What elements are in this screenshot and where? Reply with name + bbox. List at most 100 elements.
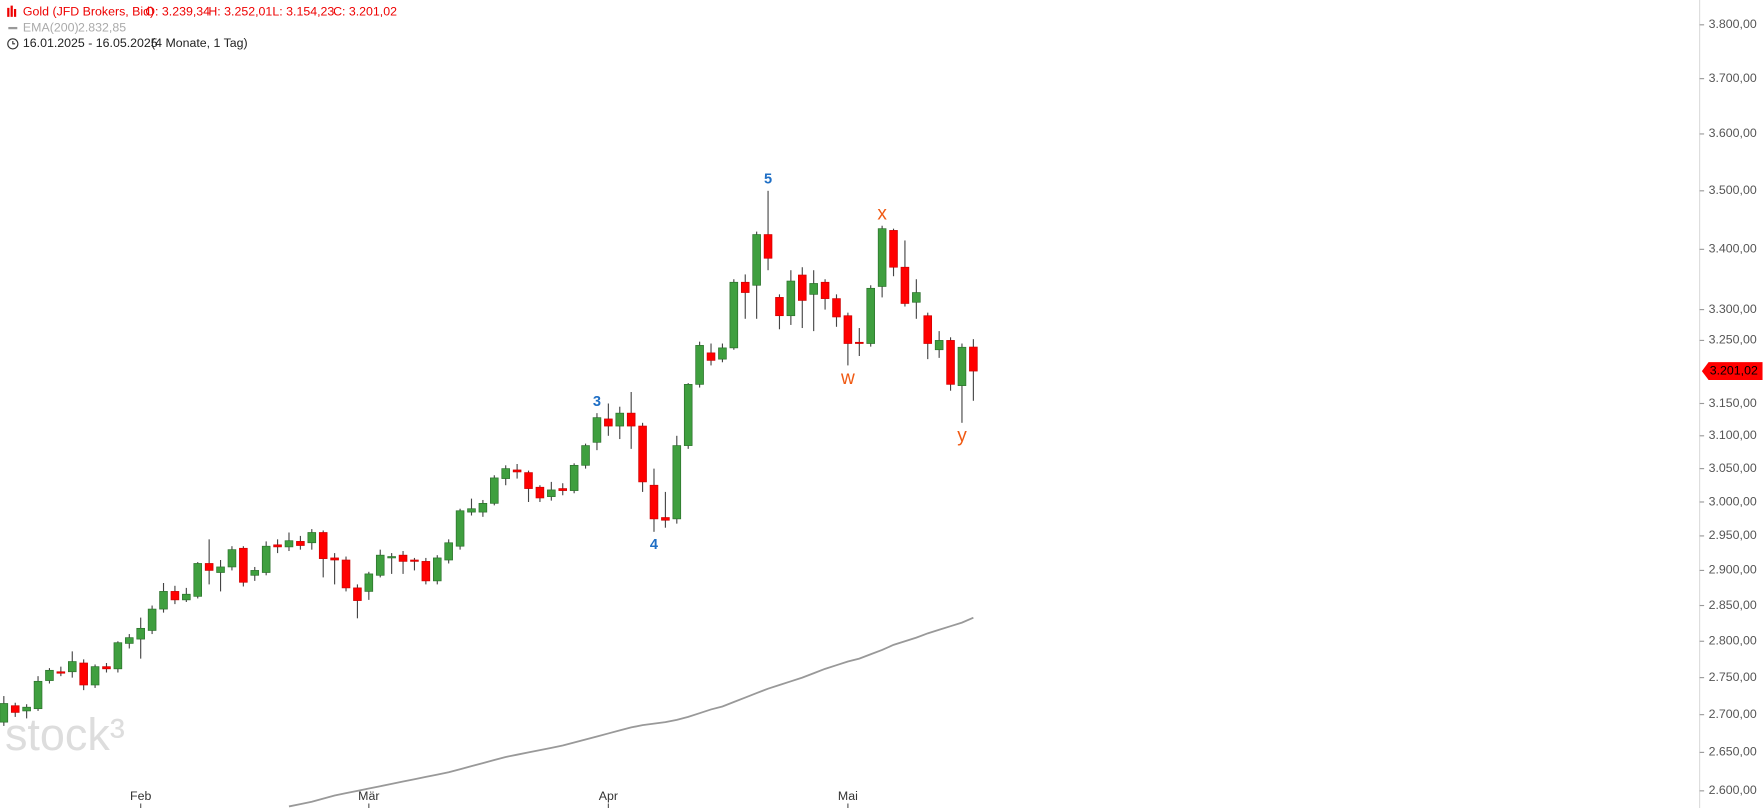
- candle-body: [672, 445, 682, 520]
- candle-body: [136, 627, 145, 640]
- candle-body: [718, 347, 727, 360]
- candle-body: [467, 508, 476, 513]
- y-tick-label: 2.900,00: [1709, 563, 1757, 577]
- y-tick-label: 3.100,00: [1709, 428, 1757, 442]
- candle-body: [170, 591, 180, 601]
- candle-body: [615, 412, 625, 427]
- candle-body: [661, 517, 670, 521]
- candle-body: [832, 298, 841, 318]
- candle-body: [524, 472, 533, 489]
- candle-body: [683, 384, 693, 446]
- candle-body: [547, 489, 556, 497]
- ohlc-low: L: 3.154,23: [272, 5, 334, 19]
- candle-body: [889, 230, 898, 268]
- last-price-tag: [1701, 362, 1763, 381]
- y-tick-label: 3.250,00: [1709, 333, 1757, 347]
- candle-body: [296, 541, 305, 546]
- candle-body: [775, 297, 784, 317]
- candle-body: [923, 315, 933, 344]
- y-tick-label: 3.700,00: [1709, 71, 1757, 85]
- candle-body: [102, 666, 111, 670]
- candle-body: [558, 488, 568, 491]
- candle-body: [432, 557, 442, 582]
- candle-body: [227, 549, 237, 568]
- y-tick-label: 3.150,00: [1709, 396, 1757, 410]
- candle-body: [763, 234, 773, 259]
- watermark: stock³: [5, 709, 125, 760]
- candle-body: [239, 547, 248, 583]
- candle-body: [398, 554, 408, 562]
- candle-body: [330, 557, 339, 561]
- period-note: (4 Monate, 1 Tag): [151, 36, 248, 50]
- candle-body: [204, 563, 214, 571]
- candle-body: [900, 266, 910, 304]
- candle-body: [182, 593, 191, 601]
- wave-label: w: [840, 368, 855, 389]
- x-tick-label: Feb: [130, 789, 151, 803]
- candle-body: [273, 544, 282, 548]
- candle-body: [501, 468, 510, 479]
- candle-body: [855, 341, 864, 344]
- candle-body: [843, 315, 853, 344]
- y-tick-label: 2.750,00: [1709, 670, 1757, 684]
- y-tick-label: 3.000,00: [1709, 494, 1757, 508]
- candle-body: [877, 228, 887, 287]
- x-tick-label: Mär: [358, 789, 379, 803]
- y-tick-label: 3.050,00: [1709, 461, 1757, 475]
- candle-body: [56, 671, 66, 674]
- candle-body: [455, 510, 465, 547]
- candle-body: [798, 274, 807, 301]
- y-tick-label: 2.850,00: [1709, 598, 1757, 612]
- candle-body: [512, 469, 522, 473]
- clock-face: [7, 38, 19, 50]
- candle-body: [786, 280, 796, 317]
- period: 16.01.2025 - 16.05.2025: [23, 36, 158, 50]
- y-tick-label: 2.800,00: [1709, 634, 1757, 648]
- x-tick-label: Mai: [838, 789, 858, 803]
- candle-body: [147, 608, 157, 631]
- candle-body: [33, 680, 43, 710]
- candle-body: [159, 591, 168, 610]
- y-tick-label: 2.700,00: [1709, 707, 1757, 721]
- candle-body: [969, 346, 978, 372]
- candle-body: [341, 559, 351, 589]
- y-tick-label: 2.950,00: [1709, 528, 1757, 542]
- icon-bar: [7, 7, 10, 17]
- ema-line: [288, 616, 974, 808]
- ohlc-open: O: 3.239,34: [145, 5, 210, 19]
- candle-body: [10, 705, 20, 713]
- candle-body: [375, 554, 385, 576]
- candle-body: [866, 287, 875, 344]
- candle-body: [113, 642, 123, 670]
- candle-body: [592, 417, 602, 443]
- ohlc-high: H: 3.252,01: [208, 5, 272, 19]
- candle-body: [912, 292, 921, 303]
- candle-body: [0, 703, 9, 723]
- last-price-label: 3.201,02: [1710, 363, 1758, 377]
- candle-body: [490, 477, 499, 504]
- candle-body: [318, 532, 328, 559]
- clock-icon: [7, 38, 19, 50]
- candle-body: [626, 412, 636, 427]
- candle-body: [740, 281, 750, 293]
- candle-body: [535, 486, 545, 499]
- x-tick-label: Apr: [599, 789, 618, 803]
- candle-body: [638, 425, 647, 483]
- candle-body: [22, 706, 31, 712]
- y-tick-label: 3.300,00: [1709, 302, 1757, 316]
- candle-body: [820, 281, 830, 299]
- candle-body: [729, 281, 739, 349]
- candle-body: [67, 661, 77, 673]
- candle-body: [193, 563, 203, 597]
- candle-body: [957, 346, 967, 386]
- ema-legend-name: EMA(200): [23, 20, 79, 34]
- candle-body: [364, 573, 374, 592]
- candle-body: [604, 418, 613, 427]
- wave-label: 5: [764, 171, 772, 187]
- ohlc-close: C: 3.201,02: [333, 5, 397, 19]
- wave-label: 4: [650, 537, 659, 553]
- wave-label: x: [877, 204, 887, 225]
